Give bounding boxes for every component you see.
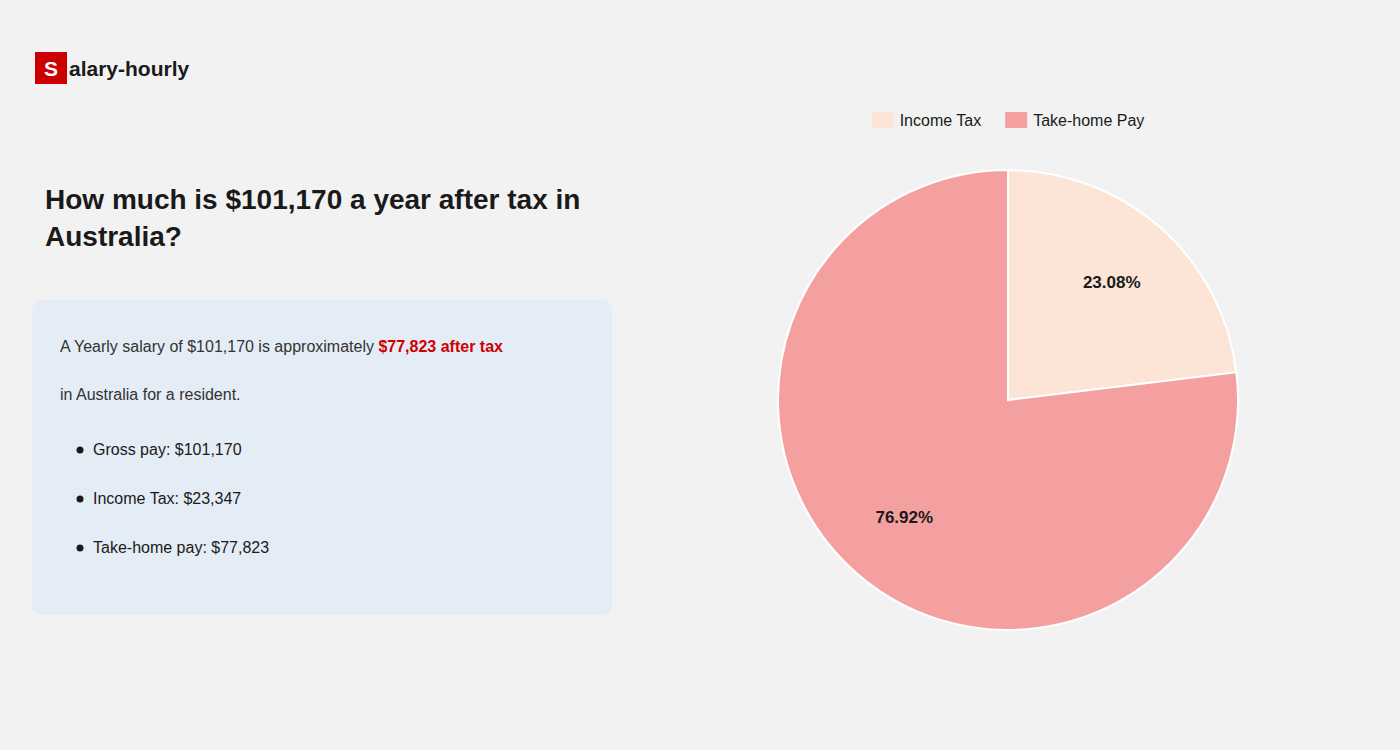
logo-text: alary-hourly [69, 57, 190, 80]
pie [778, 170, 1238, 630]
bullet-text: Income Tax: $23,347 [93, 490, 241, 507]
data-label: 23.08% [1083, 273, 1141, 292]
bullet [77, 496, 84, 503]
bullet [77, 447, 84, 454]
legend-label: Take-home Pay [1033, 112, 1144, 129]
summary-text: in Australia for a resident. [60, 386, 241, 403]
data-labels: 23.08% 76.92% [875, 273, 1140, 526]
summary-text: A Yearly salary of $101,170 is approxima… [60, 338, 378, 355]
legend-label: Income Tax [900, 112, 982, 129]
info-box [32, 300, 612, 615]
background [0, 0, 1400, 750]
slice [778, 170, 1238, 630]
logo-letter: S [44, 57, 58, 80]
legend-swatch [1005, 112, 1027, 128]
chart: Salary-hourly How much is $101,170 a year… [0, 0, 1400, 750]
bullet-text: Gross pay: $101,170 [93, 441, 242, 458]
data-label: 76.92% [875, 508, 933, 527]
summary-highlight: $77,823 after tax [378, 338, 503, 355]
bullet-text: Take-home pay: $77,823 [93, 539, 269, 556]
legend-swatch [872, 112, 894, 128]
legend-item: Income Tax [872, 112, 982, 129]
text-panel: Salary-hourly How much is $101,170 a year… [32, 52, 612, 615]
title: How much is $101,170 a year after tax in… [45, 184, 580, 251]
slice [1008, 170, 1236, 400]
bullet [77, 545, 84, 552]
legend: Income Tax Take-home Pay [872, 112, 1145, 129]
legend-item: Take-home Pay [1005, 112, 1144, 129]
logo-box [35, 52, 67, 84]
summary-line: A Yearly salary of $101,170 is approxima… [60, 338, 503, 355]
